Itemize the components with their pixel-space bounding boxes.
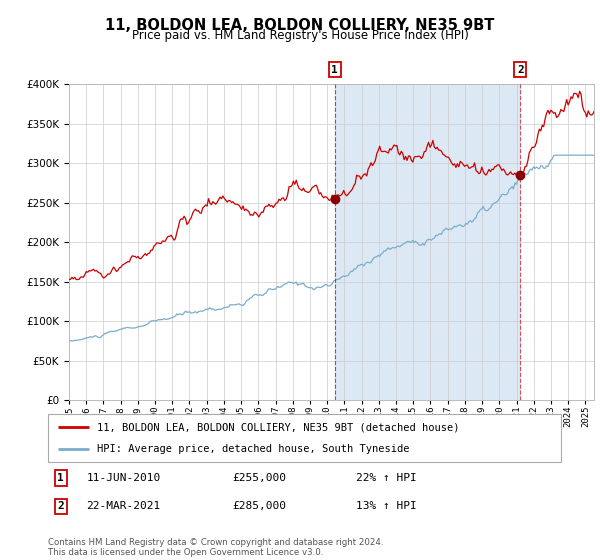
Text: 11, BOLDON LEA, BOLDON COLLIERY, NE35 9BT (detached house): 11, BOLDON LEA, BOLDON COLLIERY, NE35 9B… (97, 422, 459, 432)
Text: HPI: Average price, detached house, South Tyneside: HPI: Average price, detached house, Sout… (97, 444, 409, 454)
Text: 22% ↑ HPI: 22% ↑ HPI (356, 473, 416, 483)
Text: 2: 2 (58, 501, 64, 511)
Text: £255,000: £255,000 (233, 473, 287, 483)
Text: 1: 1 (331, 64, 338, 74)
Bar (335, 84, 520, 400)
Text: 11-JUN-2010: 11-JUN-2010 (86, 473, 161, 483)
Text: Price paid vs. HM Land Registry's House Price Index (HPI): Price paid vs. HM Land Registry's House … (131, 29, 469, 42)
Text: 11, BOLDON LEA, BOLDON COLLIERY, NE35 9BT: 11, BOLDON LEA, BOLDON COLLIERY, NE35 9B… (106, 18, 494, 33)
Text: 1: 1 (58, 473, 64, 483)
Text: 13% ↑ HPI: 13% ↑ HPI (356, 501, 416, 511)
Text: 22-MAR-2021: 22-MAR-2021 (86, 501, 161, 511)
Text: Contains HM Land Registry data © Crown copyright and database right 2024.
This d: Contains HM Land Registry data © Crown c… (48, 538, 383, 557)
Text: 2: 2 (517, 64, 524, 74)
Text: £285,000: £285,000 (233, 501, 287, 511)
